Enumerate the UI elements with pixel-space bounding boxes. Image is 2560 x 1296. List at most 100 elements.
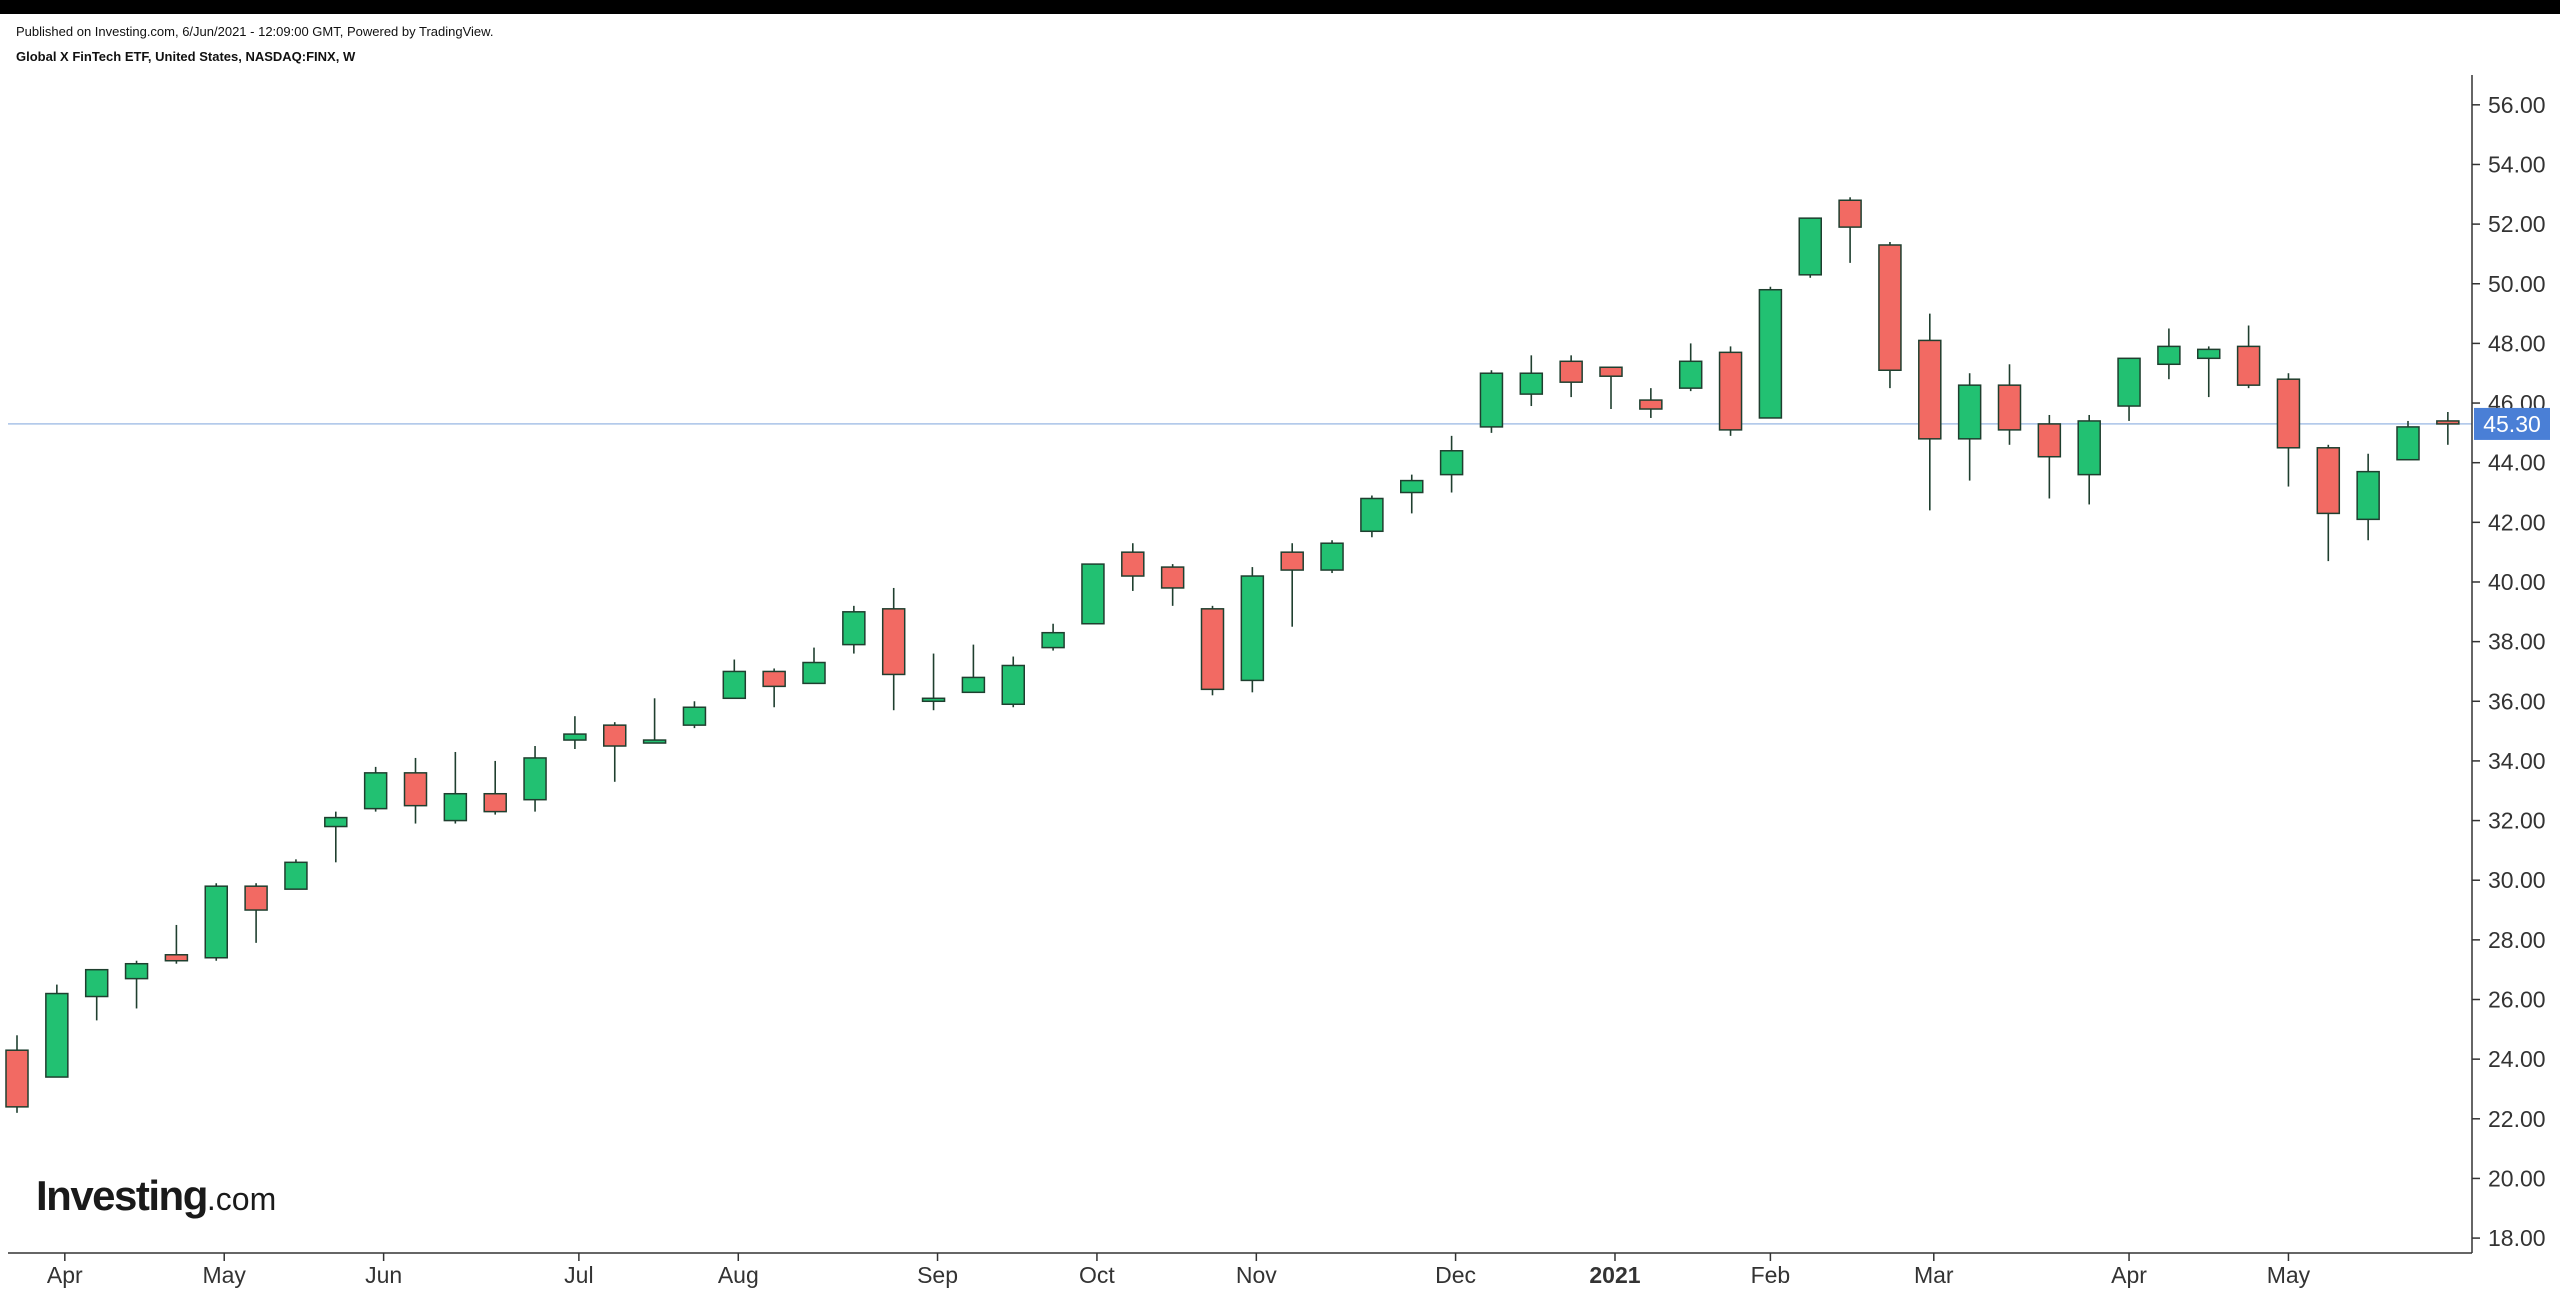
candle-body-down xyxy=(1280,551,1304,571)
candle xyxy=(84,968,109,1021)
candle xyxy=(1758,286,1783,419)
candle-body-down xyxy=(1838,199,1862,228)
candle xyxy=(2117,357,2141,421)
current-price-label: 45.30 xyxy=(2483,411,2541,437)
candle-body-up xyxy=(523,757,547,801)
candle xyxy=(682,701,707,729)
candle xyxy=(1639,388,1663,418)
candle xyxy=(2316,444,2341,562)
y-tick-label: 20.00 xyxy=(2488,1165,2546,1191)
candle xyxy=(523,746,547,812)
candle xyxy=(1519,355,1544,407)
x-tick-label: Aug xyxy=(718,1262,759,1288)
candle xyxy=(1320,540,1344,574)
candle-body-down xyxy=(403,772,428,807)
candle xyxy=(2356,453,2380,541)
candle-body-up xyxy=(1320,542,1344,571)
candle-body-up xyxy=(1678,360,1703,389)
candle xyxy=(164,924,189,964)
candle xyxy=(2077,414,2101,505)
candle xyxy=(1121,543,1145,591)
y-tick-label: 50.00 xyxy=(2488,271,2546,297)
y-tick-label: 18.00 xyxy=(2488,1225,2546,1251)
x-tick-label: Jun xyxy=(365,1262,402,1288)
current-price-label-bg xyxy=(2474,407,2550,440)
candle xyxy=(5,1035,29,1113)
candle xyxy=(1878,242,1902,389)
y-tick-label: 36.00 xyxy=(2488,688,2546,714)
candle xyxy=(1360,495,1384,538)
candle-body-up xyxy=(1798,217,1822,276)
candle-body-up xyxy=(2077,420,2101,476)
y-tick-label: 28.00 xyxy=(2488,927,2546,953)
candle-body-up xyxy=(204,885,228,959)
candle xyxy=(45,984,69,1078)
candle xyxy=(2436,411,2460,445)
candle-body-up xyxy=(2356,470,2380,521)
candle-body-down xyxy=(603,724,627,747)
logo-brand: Investing xyxy=(36,1172,208,1219)
candle xyxy=(842,605,866,654)
x-tick-label: Oct xyxy=(1079,1262,1115,1288)
x-tick-label: Nov xyxy=(1236,1262,1277,1288)
candles-layer xyxy=(5,197,2460,1113)
candle xyxy=(1001,656,1025,708)
candle xyxy=(1918,313,1942,511)
x-tick-label: Jul xyxy=(564,1262,593,1288)
candle-body-up xyxy=(1360,497,1384,533)
candle-body-up xyxy=(2117,357,2141,407)
candle-body-up xyxy=(961,676,986,694)
y-tick-label: 34.00 xyxy=(2488,748,2546,774)
candle xyxy=(642,698,667,744)
candle xyxy=(802,647,826,685)
candle-body-up xyxy=(124,962,149,980)
candle-body-up xyxy=(1081,563,1105,625)
top-bar xyxy=(0,0,2560,14)
candle xyxy=(1718,346,1743,436)
candle xyxy=(403,757,428,824)
x-tick-label: Sep xyxy=(917,1262,958,1288)
candle xyxy=(1957,373,1982,481)
candle xyxy=(2276,373,2301,487)
candle-body-down xyxy=(483,792,507,813)
candle-body-up xyxy=(2197,348,2221,360)
y-tick-label: 56.00 xyxy=(2488,92,2546,118)
candle-body-up xyxy=(45,992,69,1078)
candle-body-down xyxy=(2236,345,2261,386)
candle-body-down xyxy=(1200,608,1225,691)
candle xyxy=(1599,366,1623,410)
candle-body-down xyxy=(881,608,906,676)
candle-body-up xyxy=(682,706,707,726)
candle-body-down xyxy=(5,1049,29,1108)
investing-logo: Investing.com xyxy=(36,1172,276,1220)
x-tick-label: Apr xyxy=(2111,1262,2147,1288)
candle-body-down xyxy=(164,954,189,962)
candle xyxy=(2197,346,2221,398)
y-tick-label: 24.00 xyxy=(2488,1046,2546,1072)
candle xyxy=(921,653,946,711)
candle-body-up xyxy=(921,697,946,703)
y-tick-label: 26.00 xyxy=(2488,987,2546,1013)
candle-body-up xyxy=(1519,372,1544,395)
x-axis-ticks: Apr May Jun Jul Aug Sep Oct Nov Dec 2021 Feb Mar Apr… xyxy=(47,1253,2311,1288)
candle xyxy=(2236,325,2261,389)
candle xyxy=(1798,217,1822,278)
candle xyxy=(324,811,348,863)
candle-body-down xyxy=(2276,378,2301,449)
candle-body-down xyxy=(1997,384,2022,431)
candle xyxy=(1081,563,1105,625)
candle xyxy=(483,760,507,815)
candle-body-up xyxy=(1957,384,1982,440)
candle xyxy=(2157,328,2181,380)
y-tick-label: 54.00 xyxy=(2488,151,2546,177)
x-tick-label: May xyxy=(202,1262,246,1288)
candle-body-up xyxy=(84,968,109,998)
candle xyxy=(603,722,627,782)
candle-body-up xyxy=(1400,479,1424,494)
candle xyxy=(1041,623,1065,651)
y-tick-label: 42.00 xyxy=(2488,509,2546,535)
candle xyxy=(1280,543,1304,627)
candle-body-down xyxy=(1718,351,1743,431)
candle xyxy=(722,659,747,700)
